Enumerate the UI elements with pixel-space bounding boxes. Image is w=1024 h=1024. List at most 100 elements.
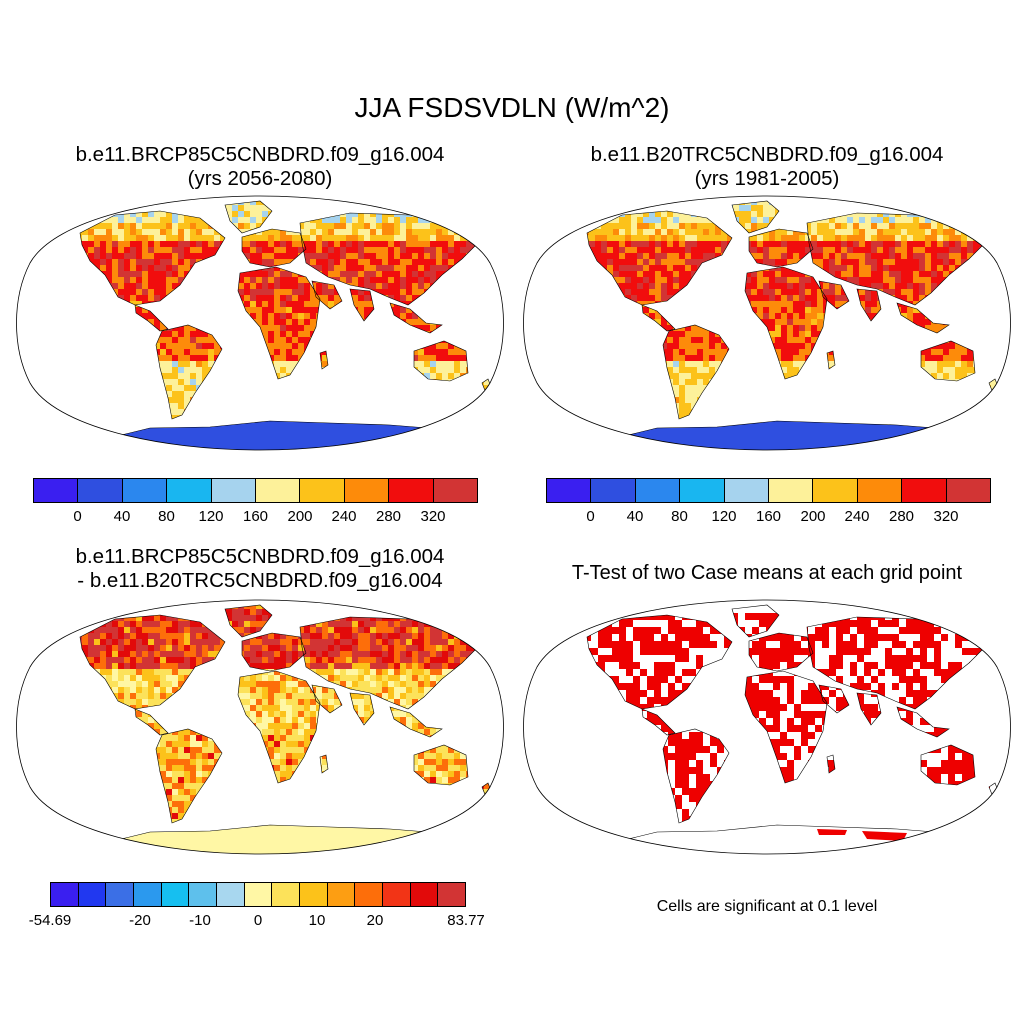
land-cell <box>991 277 997 283</box>
land-cell <box>460 289 466 295</box>
land-cell <box>787 253 793 259</box>
land-cell <box>985 295 991 301</box>
land-cell <box>238 325 244 331</box>
land-cell <box>655 349 661 355</box>
land-cell <box>853 295 859 301</box>
land-cell <box>637 235 643 241</box>
land-cell <box>577 295 583 301</box>
land-cell <box>811 277 817 283</box>
land-cell <box>587 241 589 247</box>
land-cell <box>799 289 805 295</box>
land-cell <box>388 223 394 229</box>
land-cell <box>94 367 100 373</box>
land-cell <box>961 247 967 253</box>
land-cell <box>166 367 172 373</box>
land-cell <box>418 217 424 223</box>
land-cell <box>454 265 460 271</box>
land-cell <box>118 217 124 223</box>
land-cell <box>430 259 436 265</box>
land-cell <box>442 415 448 419</box>
land-cell <box>322 259 328 265</box>
land-cell <box>124 271 130 277</box>
land-cell <box>430 289 436 295</box>
land-cell <box>835 331 841 337</box>
land-cell <box>619 259 625 265</box>
land-cell <box>949 379 955 385</box>
land-cell <box>256 409 262 415</box>
land-cell <box>490 277 492 283</box>
land-cell <box>685 229 691 235</box>
land-cell <box>637 271 643 277</box>
land-cell <box>340 241 346 247</box>
land-cell <box>697 313 703 319</box>
land-cell <box>190 307 196 313</box>
land-cell <box>316 337 322 343</box>
land-cell <box>793 343 799 349</box>
land-cell <box>388 397 394 403</box>
land-cell <box>280 319 286 325</box>
land-cell <box>352 367 358 373</box>
land-cell <box>895 283 901 289</box>
land-cell <box>334 283 340 289</box>
land-cell <box>358 403 364 409</box>
land-cell <box>292 253 298 259</box>
land-cell <box>643 307 649 313</box>
land-cell <box>244 391 250 397</box>
land-cell <box>466 229 472 235</box>
land-cell <box>721 367 727 373</box>
land-cell <box>907 337 913 343</box>
land-cell <box>184 355 190 361</box>
land-cell <box>955 331 961 337</box>
land-cell <box>625 355 631 361</box>
land-cell <box>274 415 280 419</box>
land-cell <box>649 343 655 349</box>
land-cell <box>142 367 148 373</box>
land-cell <box>232 403 238 409</box>
land-cell <box>943 343 949 349</box>
land-cell <box>871 289 877 295</box>
land-cell <box>166 223 172 229</box>
land-cell <box>919 229 925 235</box>
land-cell <box>733 241 739 247</box>
land-cell <box>460 397 466 403</box>
land-cell <box>853 277 859 283</box>
land-cell <box>208 391 214 397</box>
land-cell <box>214 283 220 289</box>
land-cell <box>178 355 184 361</box>
land-cell <box>931 301 937 307</box>
land-cell <box>703 337 709 343</box>
land-cell <box>733 379 739 385</box>
land-cell <box>184 421 190 427</box>
land-cell <box>358 307 364 313</box>
land-cell <box>466 337 472 343</box>
land-cell <box>304 397 310 403</box>
land-cell <box>799 283 805 289</box>
land-cell <box>745 373 751 379</box>
land-cell <box>631 235 637 241</box>
land-cell <box>358 283 364 289</box>
land-cell <box>268 201 274 205</box>
land-cell <box>118 289 124 295</box>
land-cell <box>184 349 190 355</box>
land-cell <box>442 319 448 325</box>
land-cell <box>460 241 466 247</box>
land-cell <box>871 307 877 313</box>
land-cell <box>244 337 250 343</box>
land-cell <box>943 253 949 259</box>
land-cell <box>661 367 667 373</box>
land-cell <box>352 259 358 265</box>
land-cell <box>82 415 88 419</box>
land-cell <box>595 319 601 325</box>
land-cell <box>388 241 394 247</box>
land-cell <box>979 259 985 265</box>
land-cell <box>733 247 739 253</box>
land-cell <box>346 235 352 241</box>
land-cell <box>80 391 82 397</box>
land-cell <box>943 295 949 301</box>
land-cell <box>991 367 997 373</box>
land-cell <box>697 223 703 229</box>
land-cell <box>352 379 358 385</box>
land-cell <box>907 313 913 319</box>
land-cell <box>805 235 811 241</box>
land-cell <box>106 361 112 367</box>
